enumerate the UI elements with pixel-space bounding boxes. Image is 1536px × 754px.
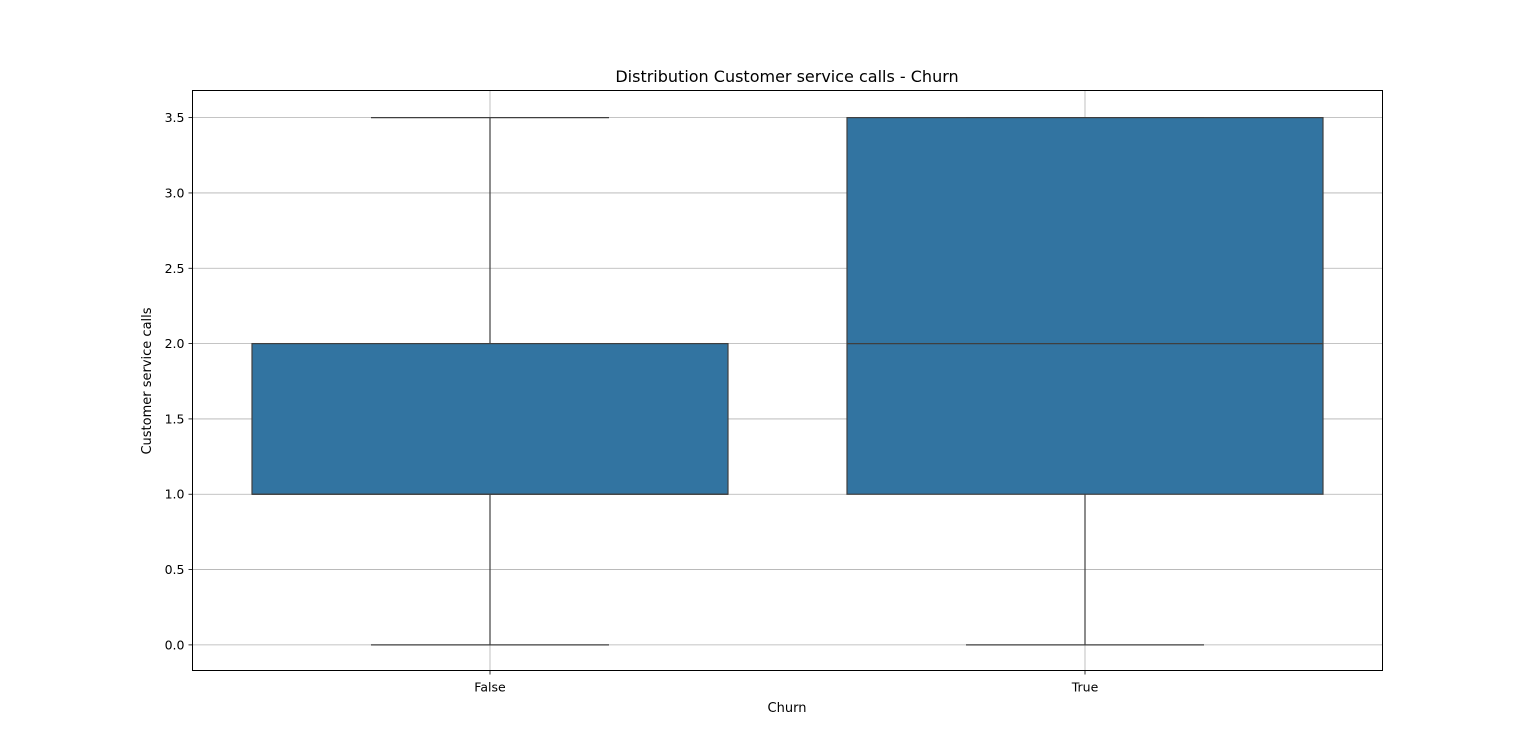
x-tick-label: True — [1071, 680, 1099, 695]
box-true — [846, 117, 1324, 646]
iqr-box — [846, 117, 1324, 495]
y-tick-label: 3.5 — [165, 110, 185, 125]
chart-title: Distribution Customer service calls - Ch… — [615, 67, 958, 86]
x-axis-label: Churn — [768, 701, 807, 716]
plot-frame — [192, 90, 1383, 671]
y-tick-label: 1.5 — [165, 411, 185, 426]
y-tick-label: 2.5 — [165, 261, 185, 276]
x-axis-ticks: False True — [474, 670, 1099, 695]
x-tick-label: False — [474, 680, 506, 695]
y-axis-label: Customer service calls — [140, 307, 155, 454]
y-tick-label: 2.0 — [165, 336, 185, 351]
y-tick-label: 0.5 — [165, 562, 185, 577]
y-tick-label: 1.0 — [165, 487, 185, 502]
y-tick-label: 3.0 — [165, 185, 185, 200]
y-tick-label: 0.0 — [165, 637, 185, 652]
box-false — [251, 117, 729, 646]
boxes — [251, 117, 1324, 646]
iqr-box — [251, 342, 729, 495]
y-axis-ticks: 0.0 0.5 1.0 1.5 2.0 2.5 3.0 3.5 — [165, 110, 193, 652]
